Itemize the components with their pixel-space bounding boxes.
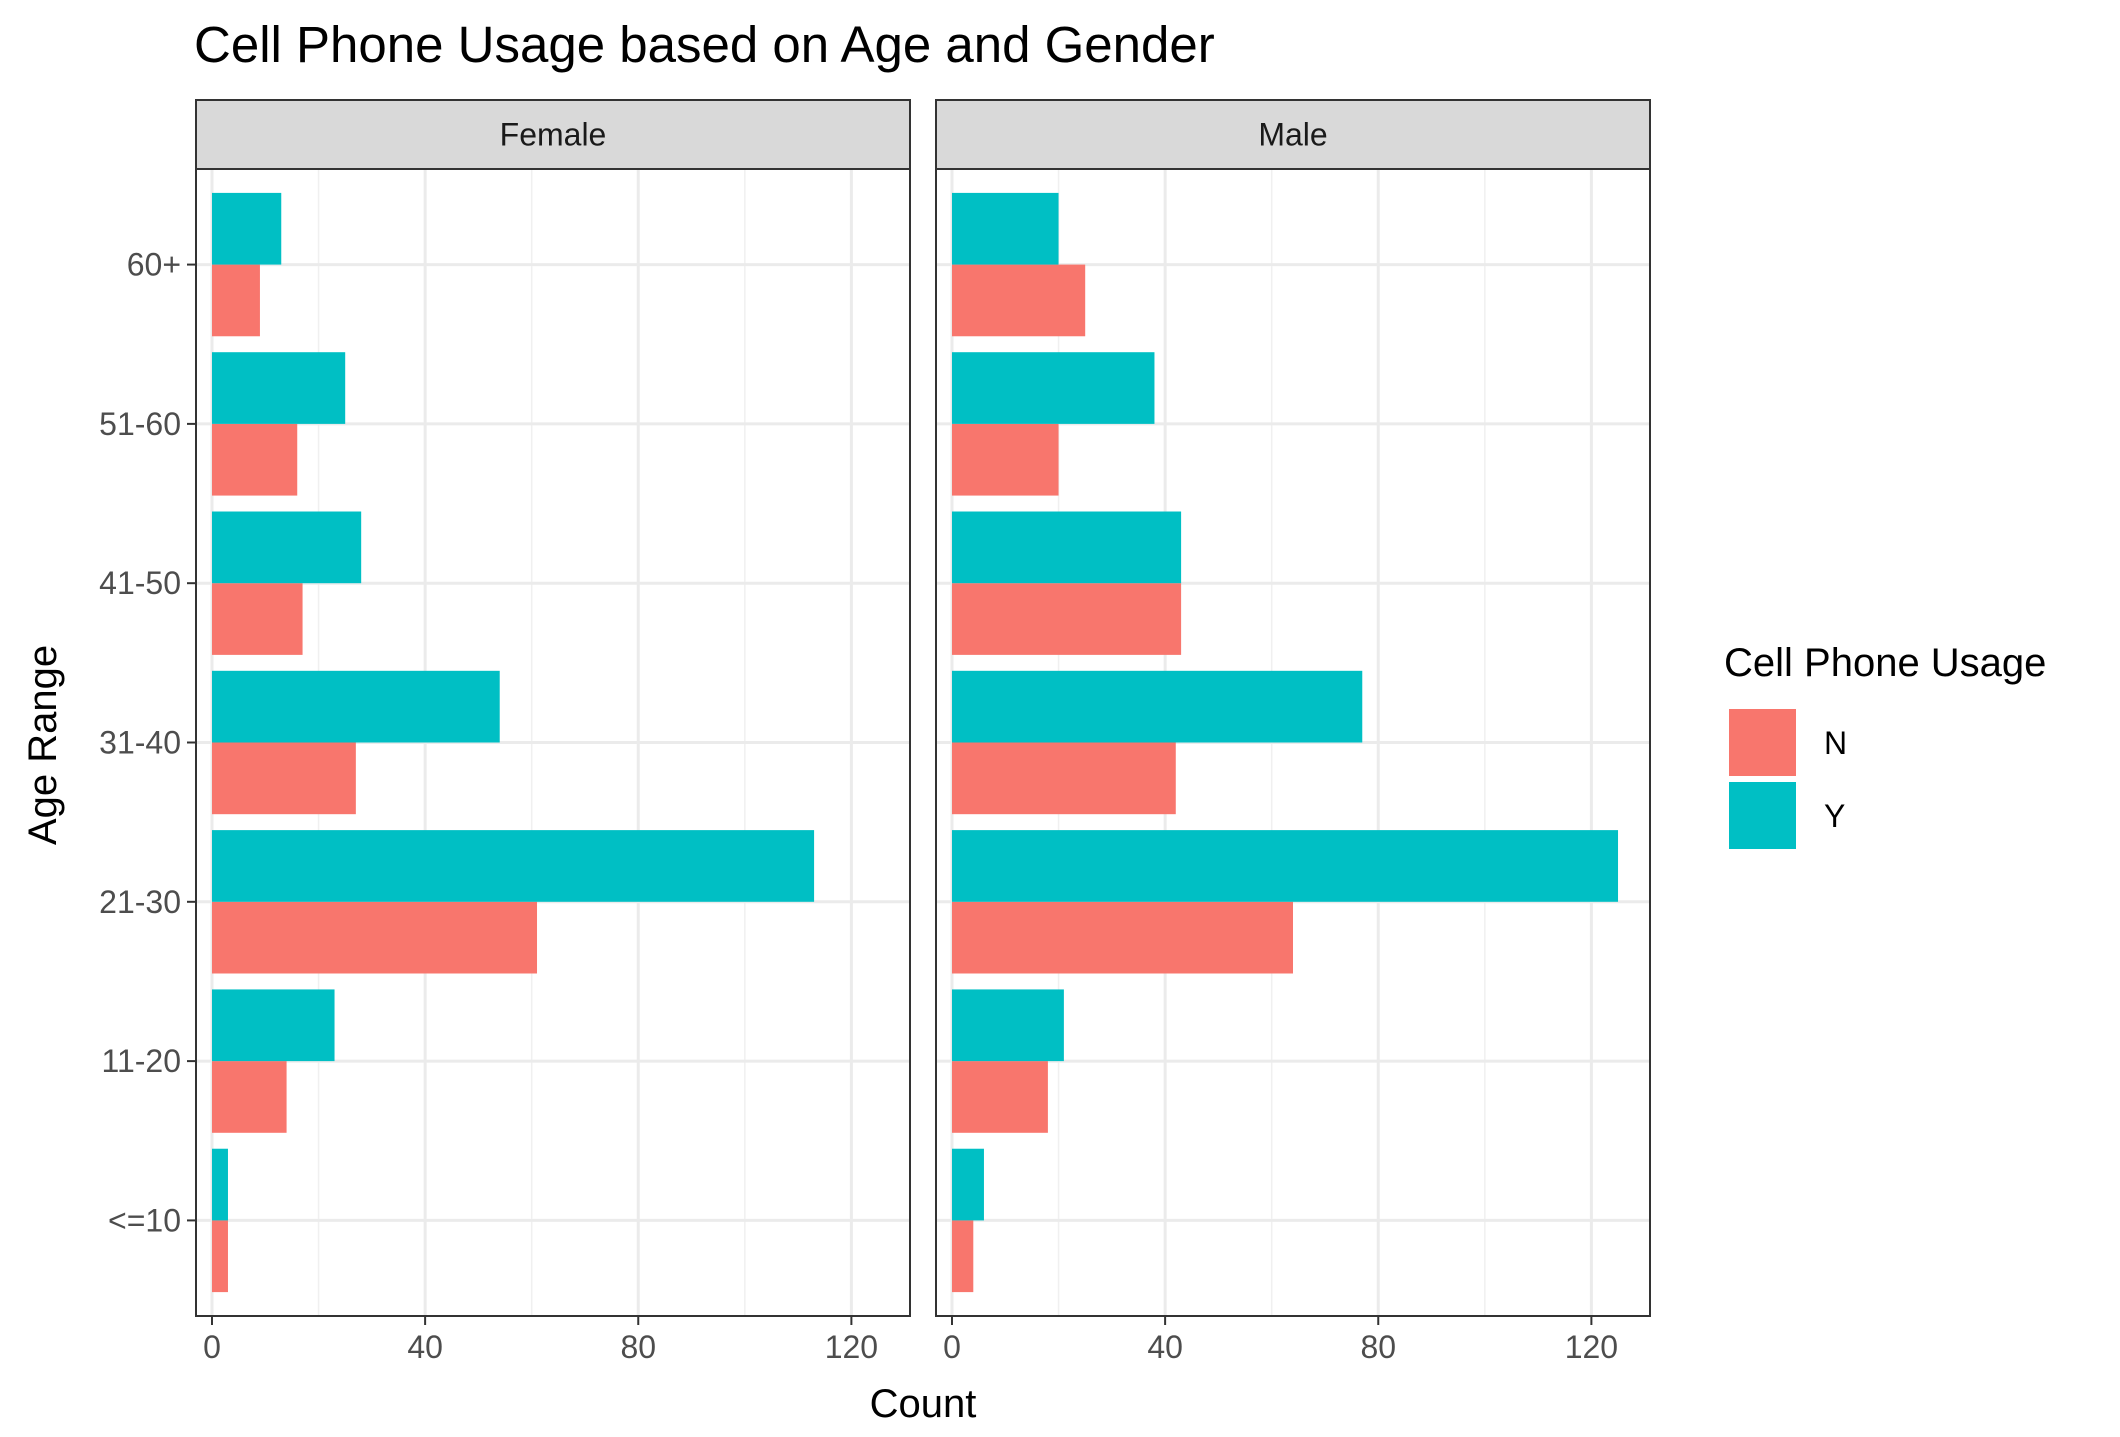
legend-title: Cell Phone Usage: [1724, 641, 2046, 685]
legend: Cell Phone Usage N Y: [1724, 641, 2046, 849]
x-tick-label: 0: [943, 1329, 961, 1365]
bar-female-y-51-60: [211, 352, 346, 424]
chart-title: Cell Phone Usage based on Age and Gender: [194, 16, 1215, 73]
facet-panel-male: Male 0 40 80 120: [935, 99, 1651, 1365]
bar-female-y-41-50: [211, 511, 362, 584]
bar-male-n-<=10: [951, 1220, 974, 1293]
y-axis-title: Age Range: [21, 645, 65, 845]
bar-female-n-11-20: [211, 1061, 287, 1133]
facet-panel-female: Female 0 40 80 120: [195, 99, 911, 1365]
bar-male-y-31-40: [951, 670, 1363, 743]
bar-male-y-21-30: [951, 830, 1619, 902]
bar-female-n-21-30: [211, 901, 538, 974]
bar-female-n-<=10: [211, 1220, 228, 1293]
bar-female-y-60+: [211, 192, 282, 265]
bar-female-n-31-40: [211, 742, 356, 815]
x-tick-label: 40: [407, 1329, 443, 1365]
x-tick-label: 120: [825, 1329, 878, 1365]
facet-panels: Female 0 40 80 120 Male 0 40 80 120: [195, 99, 1651, 1365]
bar-male-n-21-30: [951, 901, 1293, 974]
bar-female-n-41-50: [211, 583, 303, 655]
bar-male-n-51-60: [951, 423, 1059, 496]
bar-female-y-11-20: [211, 989, 335, 1062]
x-tick-label: 40: [1147, 1329, 1183, 1365]
bar-male-n-31-40: [951, 742, 1176, 815]
y-tick-label: 51-60: [99, 406, 181, 442]
bar-male-n-60+: [951, 264, 1086, 337]
y-tick-label: 31-40: [99, 725, 181, 761]
bar-female-y-21-30: [211, 830, 815, 902]
bar-male-y-51-60: [951, 352, 1155, 424]
x-tick-label: 80: [620, 1329, 656, 1365]
facet-strip-label: Female: [500, 117, 607, 153]
bar-male-n-11-20: [951, 1061, 1048, 1133]
facet-strip: [935, 99, 1651, 170]
bar-female-n-51-60: [211, 423, 298, 496]
y-axis: <=10 11-20 21-30 31-40 41-50 51-60 60+: [99, 247, 196, 1238]
bar-male-y-41-50: [951, 511, 1182, 584]
legend-label-n: N: [1824, 725, 1847, 761]
y-tick-label: 21-30: [99, 884, 181, 920]
legend-label-y: Y: [1824, 798, 1845, 834]
facet-strip: [195, 99, 911, 170]
y-tick-label: 41-50: [99, 565, 181, 601]
bar-male-n-41-50: [951, 583, 1182, 655]
x-tick-label: 120: [1565, 1329, 1618, 1365]
facet-strip-label: Male: [1258, 117, 1327, 153]
bar-female-y-31-40: [211, 670, 500, 743]
legend-key-n: [1729, 709, 1796, 776]
bar-female-n-60+: [211, 264, 260, 337]
y-tick-label: 60+: [127, 247, 181, 283]
bar-male-y-<=10: [951, 1148, 984, 1221]
x-tick-label: 80: [1360, 1329, 1396, 1365]
y-tick-label: <=10: [108, 1202, 181, 1238]
x-tick-label: 0: [203, 1329, 221, 1365]
legend-key-y: [1729, 782, 1796, 849]
bar-male-y-60+: [951, 192, 1059, 265]
y-tick-label: 11-20: [102, 1043, 181, 1079]
bar-male-y-11-20: [951, 989, 1064, 1062]
x-axis-title: Count: [870, 1382, 977, 1426]
bar-female-y-<=10: [211, 1148, 228, 1221]
